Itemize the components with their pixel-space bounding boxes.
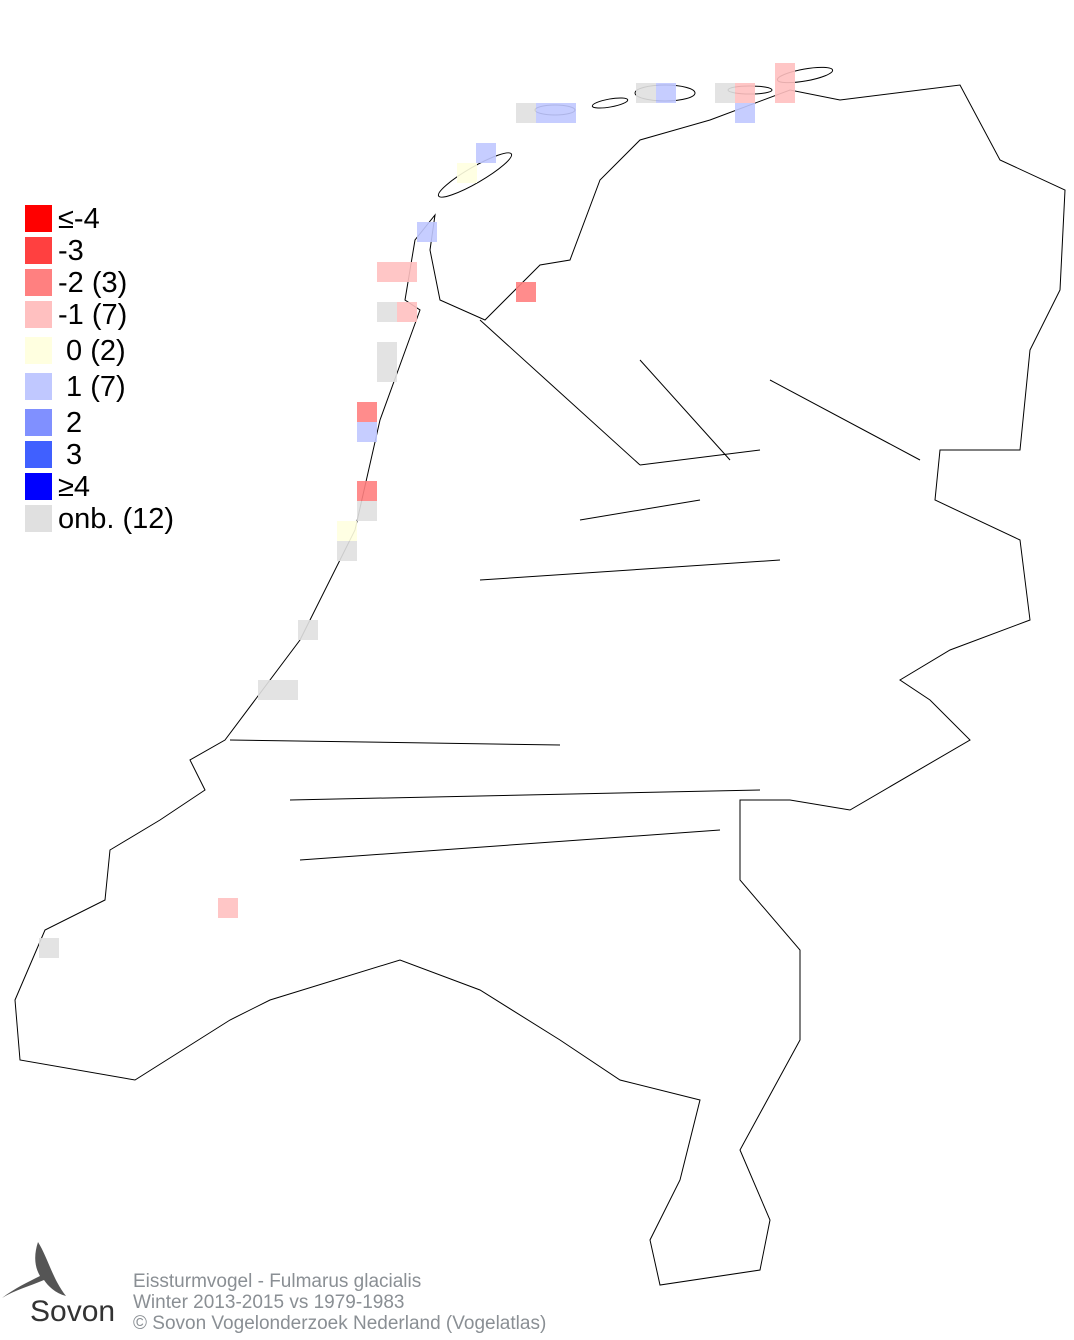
grid-cell <box>377 302 397 322</box>
legend-swatch <box>25 441 52 468</box>
legend-label: 2 <box>58 407 83 439</box>
legend-swatch <box>25 205 52 232</box>
grid-cell <box>357 402 377 422</box>
grid-cell <box>775 83 795 103</box>
country-outline <box>14 84 1066 1286</box>
grid-cell <box>397 302 417 322</box>
grid-cell <box>516 103 536 123</box>
grid-cell <box>337 541 357 561</box>
legend-swatch <box>25 373 52 400</box>
grid-cell <box>556 103 576 123</box>
logo-text: Sovon <box>30 1295 116 1328</box>
grid-cell <box>218 898 238 918</box>
caption-copyright: © Sovon Vogelonderzoek Nederland (Vogela… <box>133 1313 547 1334</box>
province-border <box>479 319 641 466</box>
grid-cell <box>715 83 735 103</box>
grid-cell <box>337 521 357 541</box>
province-border <box>299 829 721 861</box>
province-border <box>479 559 781 581</box>
grid-cell <box>417 222 437 242</box>
grid-cell <box>516 282 536 302</box>
grid-cell <box>258 680 278 700</box>
legend-swatch <box>25 269 52 296</box>
legend-label: -1 (7) <box>58 299 128 331</box>
province-border <box>639 359 731 461</box>
legend-swatch <box>25 473 52 500</box>
grid-cell <box>278 680 298 700</box>
grid-cell <box>39 938 59 958</box>
grid-cell <box>377 262 397 282</box>
grid-cell <box>476 143 496 163</box>
legend-label: 3 <box>58 439 83 471</box>
caption-period: Winter 2013-2015 vs 1979-1983 <box>133 1292 405 1313</box>
grid-cell <box>457 163 477 183</box>
legend-label: 0 (2) <box>58 335 126 367</box>
legend-label: 1 (7) <box>58 371 126 403</box>
grid-cell <box>298 620 318 640</box>
grid-cell <box>397 262 417 282</box>
swallow-icon <box>2 1242 66 1298</box>
legend-swatch <box>25 409 52 436</box>
grid-cell <box>377 362 397 382</box>
grid-cell <box>735 103 755 123</box>
province-border <box>229 739 561 746</box>
grid-cell <box>775 63 795 83</box>
province-border <box>639 449 761 466</box>
legend-label: ≤-4 <box>58 203 100 235</box>
grid-cell <box>357 481 377 501</box>
legend-swatch <box>25 337 52 364</box>
legend-swatch <box>25 301 52 328</box>
legend-label: -3 <box>58 235 84 267</box>
grid-cell <box>536 103 556 123</box>
grid-cell <box>656 83 676 103</box>
grid-cell <box>357 501 377 521</box>
legend-label: onb. (12) <box>58 503 175 535</box>
grid-cell <box>357 422 377 442</box>
sovon-logo <box>0 1238 110 1313</box>
map-caption: Eissturmvogel - Fulmarus glacialis Winte… <box>133 1271 546 1334</box>
island-outline <box>591 97 629 109</box>
province-border <box>769 379 921 461</box>
province-border <box>289 789 761 801</box>
legend-label: ≥4 <box>58 471 91 503</box>
grid-cell <box>636 83 656 103</box>
legend-label: -2 (3) <box>58 267 128 299</box>
legend-swatch <box>25 505 52 532</box>
grid-cell <box>377 342 397 362</box>
grid-cell <box>735 83 755 103</box>
province-border <box>579 499 701 521</box>
legend-swatch <box>25 237 52 264</box>
caption-species: Eissturmvogel - Fulmarus glacialis <box>133 1271 422 1292</box>
